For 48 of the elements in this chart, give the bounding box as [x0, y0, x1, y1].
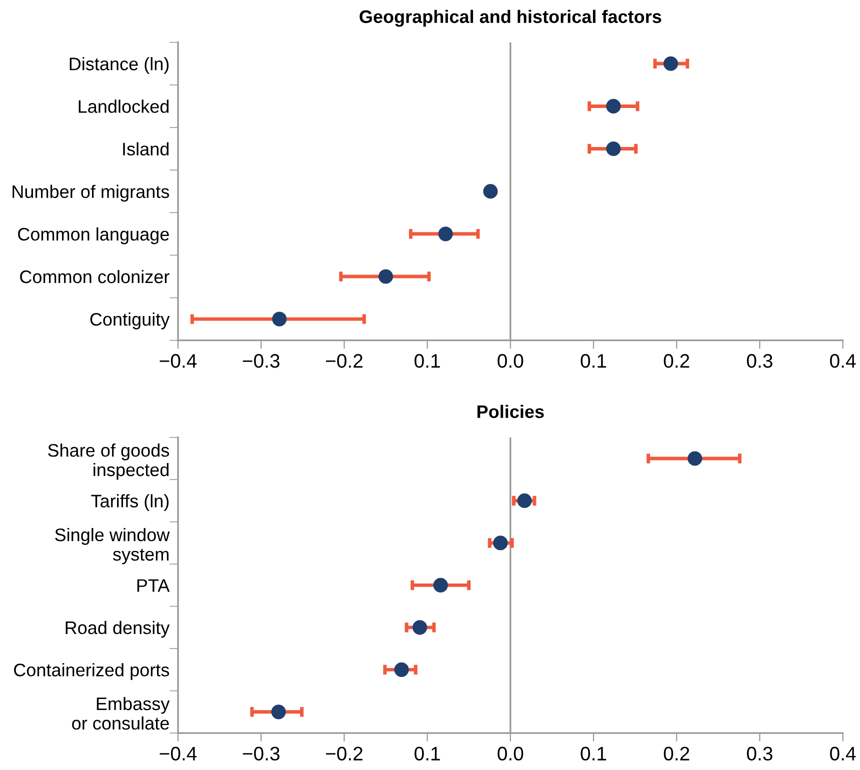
y-tick-label: Tariffs (ln) [91, 494, 169, 511]
x-tick-label: 0.0 [498, 354, 524, 368]
x-tick-label: 0.4 [830, 354, 856, 368]
x-tick-label: 0.0 [498, 746, 524, 761]
y-tick-label: PTA [137, 579, 170, 592]
point [606, 141, 621, 156]
x-tick-label: 0.2 [664, 354, 690, 368]
point [606, 98, 621, 114]
x-tick-label: 0.3 [746, 746, 772, 761]
chart-title: Geographical and historical factors [360, 10, 662, 27]
x-tick-label: −0.3 [242, 746, 280, 761]
y-tick-label: Landlocked [78, 100, 169, 113]
y-tick-label: Embassy or consulate [72, 696, 170, 730]
point [412, 620, 428, 635]
y-tick-label: Share of goods inspected [48, 444, 170, 480]
point [483, 184, 498, 199]
point [271, 704, 286, 720]
point [378, 269, 394, 284]
point [433, 578, 448, 592]
x-tick-label: −0.4 [160, 354, 197, 368]
x-tick-label: −0.3 [242, 354, 280, 368]
point [517, 493, 532, 508]
y-tick-label: Single window system [55, 528, 170, 564]
chart-title: Policies [477, 404, 544, 418]
x-tick-label: 0.1 [580, 746, 606, 761]
y-tick-label: Island [123, 142, 169, 156]
y-tick-label: Common language [18, 227, 169, 244]
point [688, 451, 702, 466]
y-tick-label: Distance (ln) [70, 57, 169, 74]
point [272, 312, 287, 326]
point [394, 662, 409, 677]
point [438, 226, 453, 242]
x-tick-label: −0.2 [326, 746, 362, 761]
y-tick-label: Containerized ports [14, 663, 170, 680]
y-tick-label: Number of migrants [12, 184, 170, 202]
x-tick-label: 0.1 [414, 746, 440, 761]
point [664, 56, 678, 71]
x-tick-label: −0.2 [326, 354, 362, 368]
x-tick-label: 0.1 [580, 354, 606, 368]
y-tick-label: Contiguity [90, 312, 170, 330]
x-tick-label: 0.3 [746, 354, 772, 368]
x-tick-label: −0.4 [160, 746, 197, 761]
x-tick-label: 0.1 [414, 354, 440, 368]
point [493, 536, 508, 550]
x-tick-label: 0.4 [830, 746, 856, 761]
x-tick-label: 0.2 [664, 746, 690, 761]
y-tick-label: Common colonizer [20, 270, 170, 284]
y-tick-label: Road density [66, 620, 170, 638]
